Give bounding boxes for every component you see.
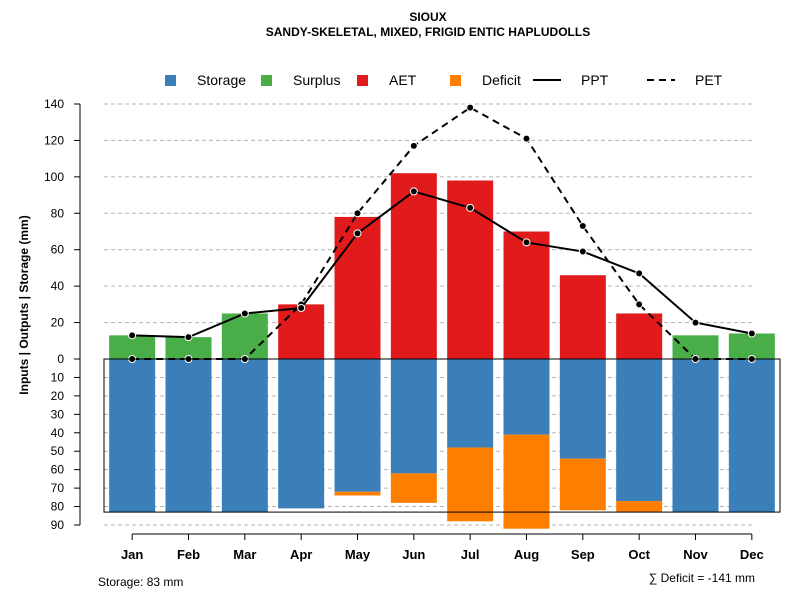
aet-bar bbox=[503, 231, 550, 359]
chart-subtitle: SANDY-SKELETAL, MIXED, FRIGID ENTIC HAPL… bbox=[266, 25, 590, 39]
pet-point bbox=[635, 300, 644, 309]
storage-bar bbox=[728, 359, 775, 513]
legend-label: PET bbox=[695, 72, 723, 88]
ppt-point bbox=[240, 309, 249, 318]
x-tick-label: Nov bbox=[683, 547, 708, 562]
aet-bar bbox=[559, 275, 606, 359]
y-tick-label: 40 bbox=[51, 279, 65, 293]
legend-swatch bbox=[261, 75, 272, 86]
storage-bar bbox=[165, 359, 212, 513]
ppt-point bbox=[297, 304, 306, 312]
aet-bar bbox=[390, 173, 437, 359]
x-tick-label: Apr bbox=[290, 547, 312, 562]
surplus-bar bbox=[109, 335, 156, 359]
ppt-point bbox=[747, 329, 756, 338]
y-tick-label: 90 bbox=[51, 518, 65, 532]
ppt-point bbox=[353, 229, 362, 238]
surplus-bar bbox=[221, 313, 268, 359]
storage-bar bbox=[334, 359, 381, 492]
ppt-point bbox=[128, 331, 137, 340]
storage-footer: Storage: 83 mm bbox=[98, 575, 183, 589]
pet-point bbox=[578, 222, 587, 231]
surplus-bar bbox=[672, 335, 719, 359]
deficit-bar bbox=[559, 458, 606, 511]
surplus-bar bbox=[165, 337, 212, 359]
y-tick-label: 60 bbox=[51, 463, 65, 477]
storage-bar bbox=[447, 359, 494, 448]
legend-label: PPT bbox=[581, 72, 609, 88]
y-tick-label: 120 bbox=[44, 133, 64, 147]
deficit-bar bbox=[334, 491, 381, 496]
axes: 0 20 40 60 80 100 120 140 10 20 30 40 50 60 70 80 90 Jan F… bbox=[44, 97, 781, 562]
ppt-point bbox=[522, 238, 531, 247]
pet-point bbox=[466, 103, 475, 112]
storage-bar bbox=[109, 359, 156, 513]
y-tick-label: 50 bbox=[51, 444, 65, 458]
storage-bar bbox=[559, 359, 606, 459]
storage-bar bbox=[672, 359, 719, 513]
deficit-bar bbox=[616, 501, 663, 513]
pet-point bbox=[409, 141, 418, 150]
y-tick-label: 40 bbox=[51, 426, 65, 440]
pet-line bbox=[132, 106, 752, 360]
y-tick-label: 80 bbox=[51, 206, 65, 220]
legend: Storage Surplus AET Deficit PPT PET bbox=[165, 72, 723, 88]
ppt-point bbox=[466, 203, 475, 212]
x-tick-label: Jan bbox=[121, 547, 143, 562]
ppt-line bbox=[132, 190, 753, 339]
x-tick-label: Feb bbox=[177, 547, 200, 562]
legend-label: AET bbox=[389, 72, 417, 88]
aet-bar bbox=[334, 216, 381, 359]
ppt-point bbox=[184, 333, 193, 342]
y-tick-label: 60 bbox=[51, 243, 65, 257]
y-tick-label: 100 bbox=[44, 170, 64, 184]
storage-bar bbox=[278, 359, 325, 509]
storage-bar bbox=[390, 359, 437, 474]
x-tick-label: Oct bbox=[628, 547, 650, 562]
legend-swatch bbox=[450, 75, 461, 86]
deficit-footer: ∑ Deficit = -141 mm bbox=[649, 571, 755, 585]
x-tick-label: Aug bbox=[514, 547, 539, 562]
chart-title: SIOUX bbox=[409, 10, 446, 24]
pet-point bbox=[353, 209, 362, 218]
storage-bar bbox=[616, 359, 663, 502]
storage-bar bbox=[503, 359, 550, 435]
y-tick-label: 140 bbox=[44, 97, 64, 111]
x-tick-label: Sep bbox=[571, 547, 595, 562]
aet-bar bbox=[616, 313, 663, 359]
ppt-point bbox=[409, 187, 418, 196]
x-tick-label: Mar bbox=[233, 547, 256, 562]
surplus-bar bbox=[728, 333, 775, 359]
x-tick-label: Jun bbox=[402, 547, 425, 562]
legend-label: Surplus bbox=[293, 72, 340, 88]
legend-label: Storage bbox=[197, 72, 246, 88]
x-tick-label: May bbox=[345, 547, 371, 562]
y-tick-label: 30 bbox=[51, 407, 65, 421]
pet-point bbox=[522, 134, 531, 143]
ppt-point bbox=[578, 247, 587, 256]
ppt-point bbox=[635, 269, 644, 278]
y-tick-label: 0 bbox=[57, 352, 64, 366]
y-axis-label: Inputs | Outputs | Storage (mm) bbox=[17, 215, 31, 394]
x-tick-label: Dec bbox=[740, 547, 764, 562]
storage-bar bbox=[221, 359, 268, 513]
legend-swatch bbox=[165, 75, 176, 86]
y-tick-label: 20 bbox=[51, 316, 65, 330]
aet-bar bbox=[278, 304, 325, 359]
deficit-bar bbox=[447, 447, 494, 522]
bars bbox=[109, 173, 775, 529]
y-tick-label: 80 bbox=[51, 500, 65, 514]
legend-swatch bbox=[357, 75, 368, 86]
ppt-point bbox=[691, 318, 700, 327]
y-tick-label: 10 bbox=[51, 370, 65, 384]
legend-label: Deficit bbox=[482, 72, 521, 88]
x-tick-label: Jul bbox=[461, 547, 480, 562]
y-tick-label: 20 bbox=[51, 389, 65, 403]
deficit-bar bbox=[390, 473, 437, 503]
lines bbox=[128, 103, 756, 363]
y-tick-label: 70 bbox=[51, 481, 65, 495]
deficit-bar bbox=[503, 434, 550, 529]
